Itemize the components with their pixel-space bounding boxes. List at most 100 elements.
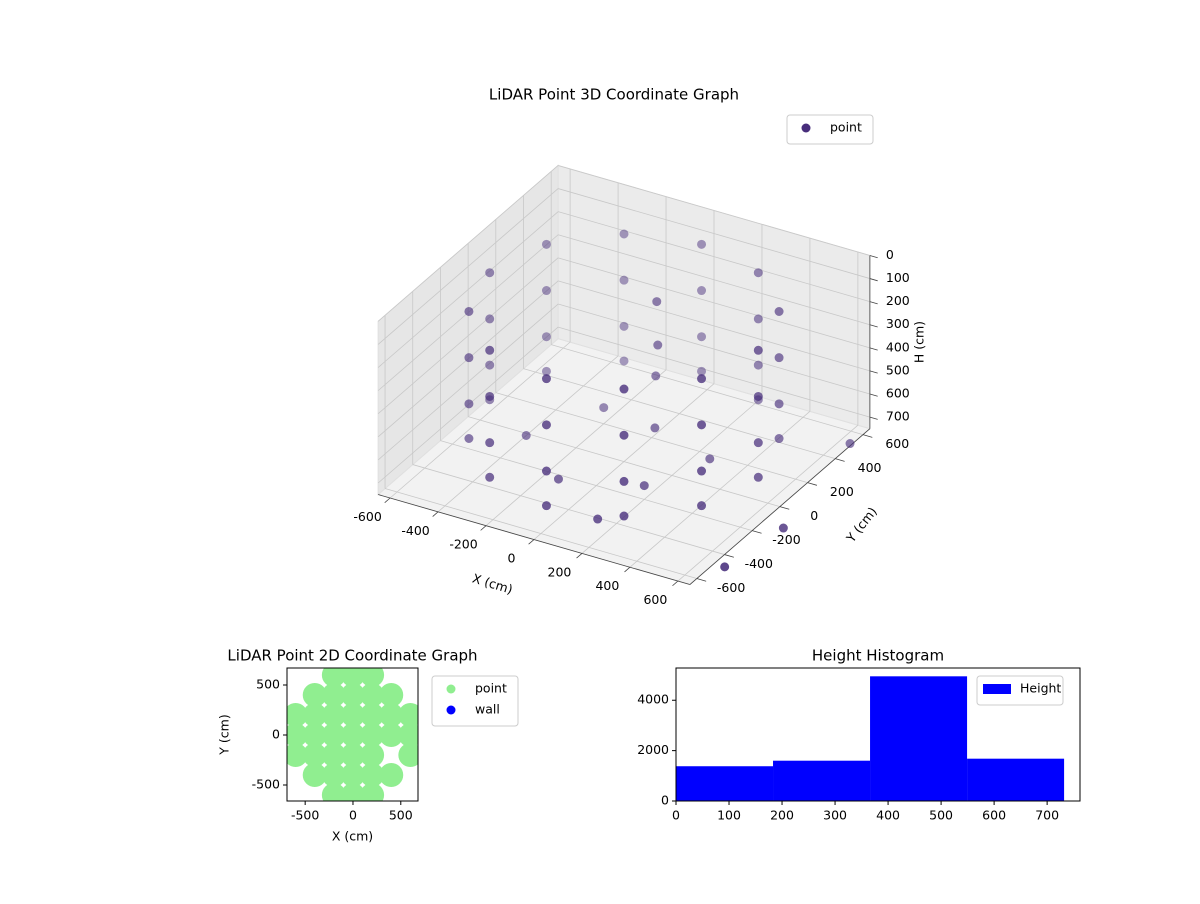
data-point <box>340 763 365 787</box>
data-point <box>485 345 495 355</box>
y-tick-label: 500 <box>256 677 280 692</box>
tick-mark <box>869 370 878 374</box>
z-tick-label: 100 <box>886 270 910 285</box>
legend-box <box>786 114 874 145</box>
data-point <box>321 703 346 727</box>
y-tick-label: 0 <box>272 727 280 742</box>
data-point <box>619 476 629 486</box>
data-point <box>753 314 763 324</box>
data-point <box>485 360 495 370</box>
x-tick-label: 500 <box>929 808 953 823</box>
tick-mark <box>869 255 878 259</box>
x-tick-label: 0 <box>349 808 357 823</box>
tick-mark <box>869 301 878 305</box>
x-tick-label: -400 <box>401 523 429 538</box>
legend-label: point <box>475 681 507 696</box>
data-point <box>697 332 707 342</box>
histogram-bar <box>967 758 1065 801</box>
data-point <box>360 668 385 687</box>
y-axis-label: Y (cm) <box>217 714 232 755</box>
x-tick-label: -600 <box>353 509 381 524</box>
data-point <box>753 438 763 448</box>
tick-mark <box>807 482 818 486</box>
x-tick-label: 0 <box>672 808 680 823</box>
tick-mark <box>869 324 878 328</box>
data-point <box>321 763 346 787</box>
data-point <box>321 783 346 801</box>
data-point <box>753 345 763 355</box>
data-point <box>321 743 346 767</box>
grid-line <box>558 165 870 256</box>
grid-line <box>384 488 697 579</box>
axes-frame <box>675 667 1081 802</box>
data-point <box>302 703 327 727</box>
tick-mark <box>432 511 439 517</box>
data-point <box>619 384 629 394</box>
chart-title: LiDAR Point 3D Coordinate Graph <box>489 86 739 104</box>
data-point <box>340 783 365 801</box>
data-point <box>340 723 365 747</box>
data-point <box>619 356 629 366</box>
data-point <box>619 321 629 331</box>
y-tick-label: -600 <box>717 580 745 595</box>
grid-line <box>377 188 559 345</box>
z-tick-label: 400 <box>886 339 910 354</box>
x-tick-label: 300 <box>823 808 847 823</box>
data-point <box>464 353 474 363</box>
z-tick-label: 700 <box>886 409 910 424</box>
tick-mark <box>869 278 878 282</box>
tick-mark <box>835 458 845 462</box>
data-point <box>360 683 385 707</box>
grid-line <box>558 211 870 303</box>
legend-marker <box>801 123 811 133</box>
x-tick-label: 500 <box>389 808 413 823</box>
y-tick-label: 4000 <box>637 692 669 707</box>
y-tick-label: 600 <box>885 436 909 451</box>
grid-line <box>440 440 753 531</box>
data-point <box>753 472 763 482</box>
x-axis-label: X (cm) <box>332 829 373 844</box>
y-tick-label: 0 <box>661 793 669 808</box>
data-point <box>360 783 385 801</box>
data-point <box>287 703 308 727</box>
data-point <box>340 668 365 687</box>
x-tick-label: 0 <box>508 551 516 566</box>
tick-mark <box>480 525 487 531</box>
chart-title: LiDAR Point 2D Coordinate Graph <box>227 647 477 665</box>
tick-mark <box>672 580 679 587</box>
data-point <box>541 420 551 430</box>
grid-line <box>558 303 870 395</box>
data-point <box>464 434 474 444</box>
data-point <box>464 306 474 316</box>
data-point <box>541 466 551 476</box>
data-point <box>774 434 784 444</box>
data-point <box>697 374 707 384</box>
data-point <box>774 306 784 316</box>
data-point <box>599 403 609 413</box>
tick-mark <box>869 393 878 397</box>
x-tick-label: 600 <box>643 592 667 607</box>
data-point <box>619 430 629 440</box>
data-point <box>521 431 531 441</box>
data-point <box>541 374 551 384</box>
x-tick-label: 600 <box>982 808 1006 823</box>
histogram-bar <box>773 760 871 801</box>
tick-mark <box>724 554 734 558</box>
data-point <box>360 743 385 767</box>
legend-label: Height <box>1020 681 1061 696</box>
data-point <box>464 399 474 409</box>
data-point <box>652 297 662 307</box>
data-point <box>360 763 385 787</box>
z-axis-label: H (cm) <box>911 321 926 363</box>
z-tick-label: 500 <box>886 362 910 377</box>
legend-label: wall <box>475 702 500 717</box>
grid-line <box>468 416 780 507</box>
tick-mark <box>862 434 873 438</box>
data-point <box>619 511 629 521</box>
data-point <box>379 763 404 787</box>
data-point <box>593 514 603 524</box>
data-point <box>845 439 855 449</box>
data-point <box>653 340 663 350</box>
data-point <box>697 239 707 249</box>
z-tick-label: 600 <box>886 386 910 401</box>
